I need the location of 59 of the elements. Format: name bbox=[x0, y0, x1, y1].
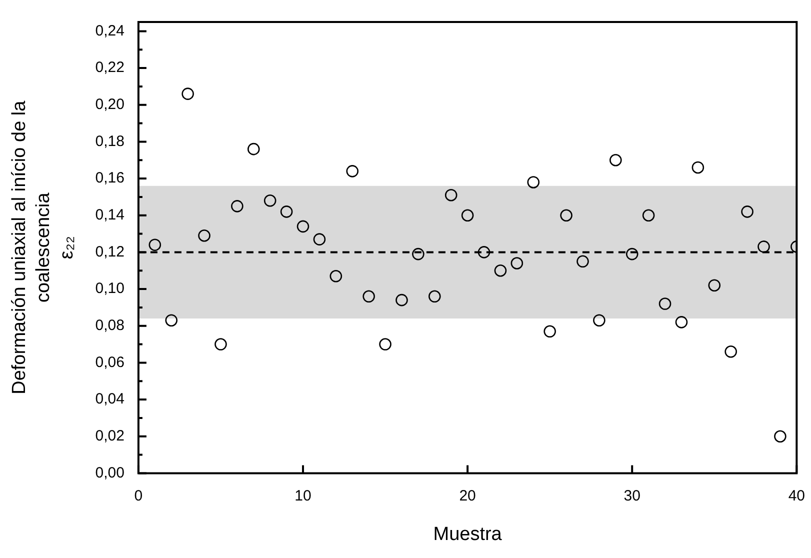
point bbox=[658, 298, 672, 310]
point bbox=[774, 430, 786, 443]
point bbox=[758, 240, 770, 253]
x-tick-label: 10 bbox=[294, 487, 312, 504]
point bbox=[296, 220, 310, 233]
point bbox=[675, 316, 688, 328]
y-tick-label: 0,16 bbox=[95, 170, 124, 187]
point bbox=[428, 290, 441, 303]
x-axis-title: Muestra bbox=[433, 524, 502, 545]
point bbox=[478, 246, 490, 258]
point bbox=[412, 248, 424, 260]
point bbox=[626, 248, 638, 260]
point bbox=[576, 255, 589, 268]
point bbox=[182, 88, 194, 100]
point bbox=[214, 338, 227, 350]
point bbox=[494, 264, 507, 277]
point bbox=[165, 314, 178, 326]
point bbox=[610, 154, 622, 166]
point bbox=[544, 325, 556, 338]
point bbox=[708, 279, 721, 292]
y-tick-label: 0,18 bbox=[95, 132, 124, 150]
y-tick-label: 0,02 bbox=[95, 428, 124, 445]
point bbox=[330, 270, 342, 282]
point bbox=[379, 338, 392, 350]
y-tick-label: 0,12 bbox=[95, 243, 124, 260]
x-tick-label: 20 bbox=[459, 487, 476, 504]
point bbox=[527, 176, 540, 188]
point bbox=[741, 206, 754, 218]
x-tick-label: 0 bbox=[134, 487, 143, 504]
y-tick-label: 0,22 bbox=[95, 59, 124, 76]
point bbox=[247, 142, 260, 156]
point bbox=[444, 188, 458, 202]
y-tick-label: 0,04 bbox=[95, 390, 124, 408]
point bbox=[560, 209, 572, 222]
y-axis-title: Deformación uniaxial al início de la coalescencia ε₂₂ bbox=[9, 100, 78, 394]
x-tick-label: 30 bbox=[624, 487, 640, 504]
point bbox=[346, 165, 359, 178]
point bbox=[396, 294, 408, 306]
y-tick-label: 0,20 bbox=[95, 96, 124, 114]
point bbox=[313, 233, 326, 246]
point bbox=[198, 229, 210, 242]
point bbox=[593, 314, 606, 326]
point bbox=[692, 161, 704, 174]
y-tick-label: 0,08 bbox=[95, 317, 124, 334]
point bbox=[148, 238, 162, 251]
y-tick-label: 0,14 bbox=[95, 206, 124, 224]
x-tick-label: 40 bbox=[788, 487, 805, 504]
point bbox=[642, 209, 655, 222]
point bbox=[461, 209, 474, 222]
point bbox=[510, 257, 524, 270]
y-tick-label: 0,06 bbox=[95, 354, 124, 371]
point bbox=[362, 290, 375, 303]
point bbox=[264, 194, 276, 207]
y-tick-label: 0,24 bbox=[95, 22, 124, 40]
point bbox=[280, 206, 293, 218]
point bbox=[724, 346, 737, 358]
point bbox=[231, 200, 244, 212]
y-tick-label: 0,00 bbox=[95, 464, 124, 482]
y-tick-label: 0,10 bbox=[95, 280, 124, 298]
